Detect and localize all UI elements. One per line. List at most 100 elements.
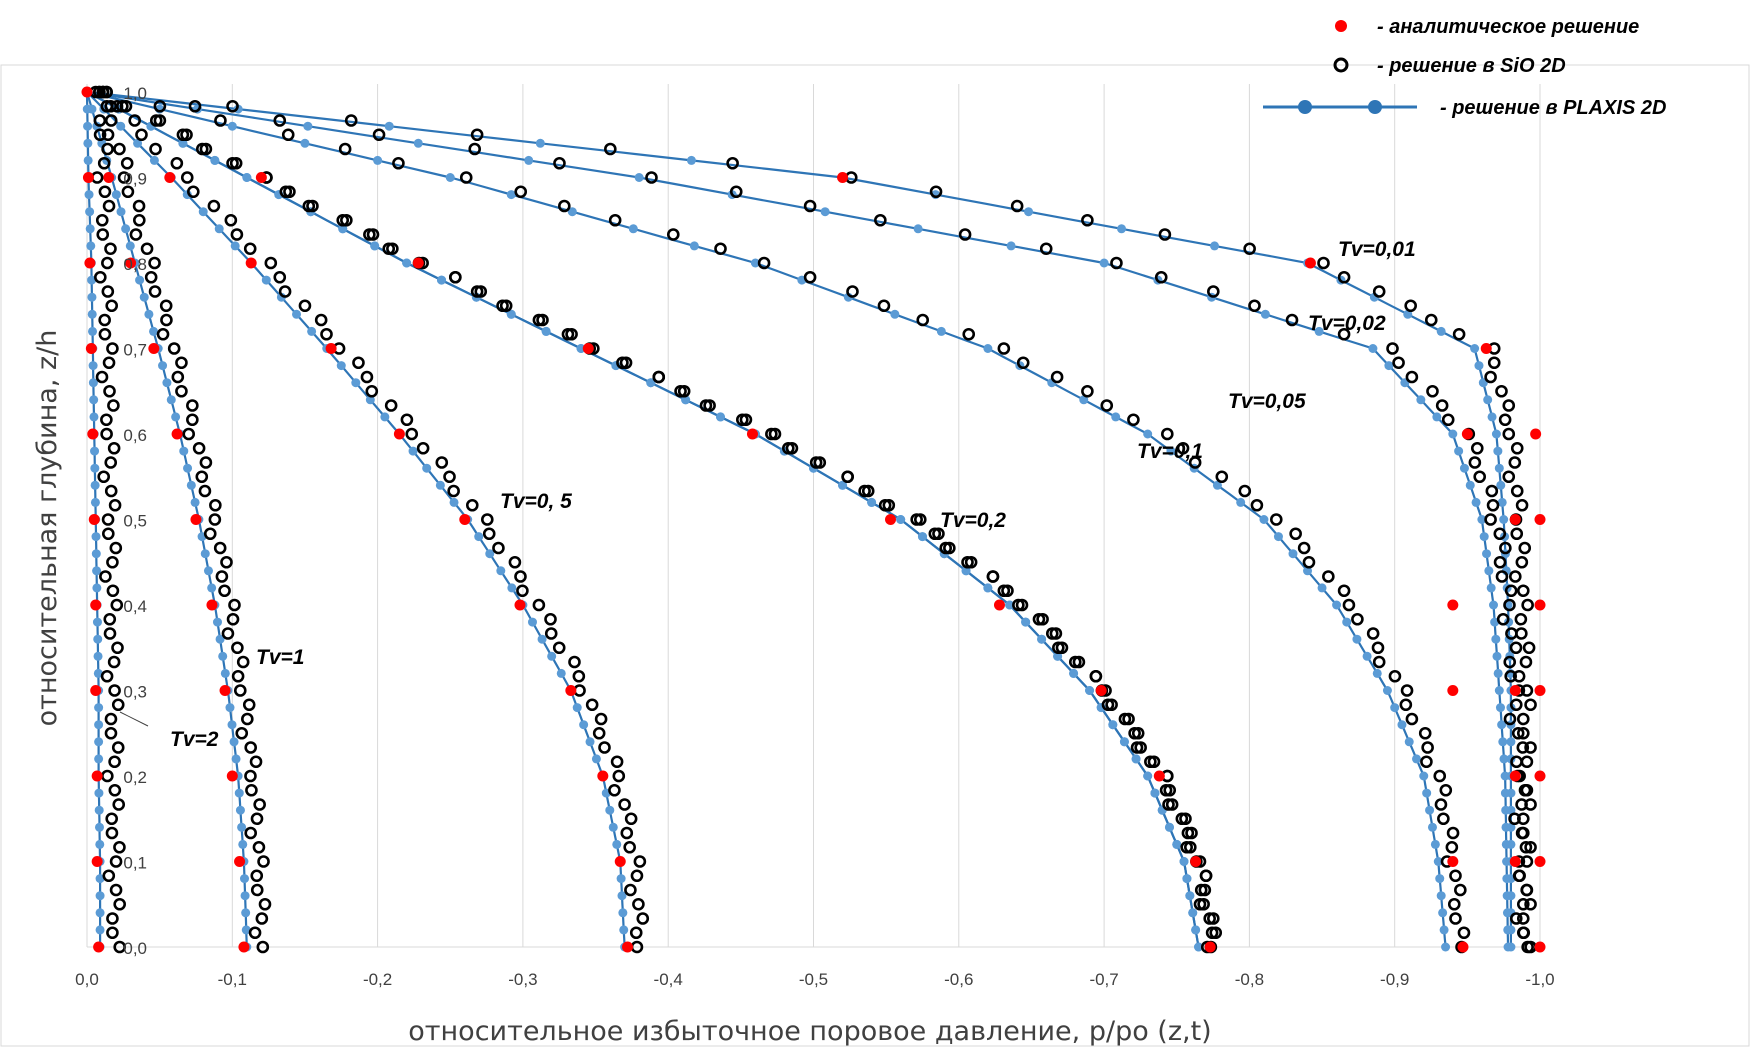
- plaxis-point: [240, 891, 250, 901]
- analytical-point: [91, 770, 103, 782]
- sio-point: [1424, 313, 1438, 327]
- plaxis-point: [1143, 771, 1153, 781]
- sio-point: [149, 142, 162, 156]
- sio-point: [1386, 342, 1399, 355]
- sio-point: [95, 370, 109, 384]
- sio-point: [245, 783, 258, 797]
- sio-point: [481, 513, 494, 526]
- sio-point: [846, 285, 859, 298]
- plaxis-point: [162, 378, 172, 388]
- sio-point: [468, 142, 482, 156]
- sio-point: [110, 598, 124, 612]
- plaxis-point: [1491, 634, 1501, 644]
- analytical-point: [1304, 257, 1316, 269]
- plaxis-point: [1404, 737, 1414, 747]
- sio-point: [148, 285, 162, 298]
- plaxis-point: [1506, 737, 1516, 747]
- sio-point: [1105, 698, 1118, 712]
- plaxis-point: [92, 566, 102, 576]
- plaxis-point: [1314, 326, 1324, 336]
- sio-point: [1439, 783, 1453, 797]
- sio-point: [1502, 427, 1516, 441]
- plaxis-point: [200, 549, 210, 559]
- sio-point: [594, 712, 608, 726]
- sio-point: [1473, 470, 1487, 484]
- analytical-point: [1534, 770, 1546, 782]
- plaxis-point: [220, 668, 230, 678]
- sio-point: [182, 427, 196, 441]
- plaxis-point: [111, 190, 121, 200]
- sio-point: [1468, 456, 1482, 469]
- sio-point: [1516, 726, 1530, 740]
- sio-point: [96, 228, 110, 241]
- plaxis-point: [234, 788, 244, 798]
- sio-point: [107, 399, 120, 412]
- sio-point: [117, 171, 131, 184]
- plaxis-point: [1411, 754, 1421, 764]
- plaxis-point: [524, 155, 534, 165]
- plaxis-point: [90, 480, 100, 490]
- plaxis-point: [445, 173, 455, 182]
- plaxis-point: [307, 326, 317, 336]
- plaxis-point: [1459, 463, 1469, 473]
- sio-point: [1400, 684, 1414, 697]
- x-tick-label: 0,0: [75, 970, 99, 989]
- sio-point: [782, 441, 795, 455]
- sio-point: [813, 456, 827, 469]
- sio-point: [144, 270, 158, 284]
- plaxis-point: [1422, 788, 1432, 798]
- plaxis-point: [1482, 549, 1492, 559]
- sio-point: [1165, 798, 1179, 811]
- analytical-point: [84, 257, 96, 269]
- sio-point: [103, 612, 117, 626]
- plaxis-point: [242, 173, 252, 182]
- sio-point: [1285, 313, 1299, 327]
- sio-point: [544, 627, 558, 640]
- sio-point: [1502, 399, 1516, 412]
- plaxis-point: [94, 754, 104, 764]
- sio-point: [465, 498, 479, 512]
- sio-point: [195, 142, 209, 156]
- plaxis-point: [95, 874, 105, 884]
- sio-point: [133, 213, 146, 227]
- sio-point: [236, 655, 250, 669]
- sio-point: [102, 869, 116, 883]
- series-label: Tv=0,1: [1137, 440, 1203, 463]
- plaxis-point: [380, 412, 390, 422]
- sio-point: [544, 612, 557, 626]
- sio-point: [1449, 869, 1462, 883]
- sio-point: [608, 783, 621, 797]
- sio-point: [198, 484, 212, 498]
- sio-point: [598, 741, 611, 754]
- plaxis-point: [178, 138, 188, 148]
- sio-point: [192, 441, 206, 455]
- plaxis-point: [435, 480, 445, 490]
- plaxis-point: [225, 703, 235, 713]
- sio-point: [1337, 270, 1351, 284]
- legend-sio-marker: [1333, 57, 1349, 73]
- plaxis-point: [1194, 942, 1204, 952]
- sio-point: [384, 399, 398, 412]
- plaxis-point: [1021, 617, 1031, 627]
- plaxis-point: [95, 925, 105, 935]
- plaxis-point: [750, 258, 760, 268]
- plaxis-point: [1006, 241, 1016, 251]
- plaxis-point: [961, 566, 971, 576]
- x-tick-label: -0,6: [944, 970, 973, 989]
- sio-point: [1509, 698, 1523, 712]
- plaxis-point: [1441, 942, 1451, 952]
- sio-point: [400, 413, 414, 427]
- analytical-point: [325, 343, 337, 354]
- plaxis-point: [139, 292, 149, 302]
- sio-point: [405, 427, 419, 441]
- plaxis-point: [94, 805, 104, 815]
- sio-point: [1516, 741, 1530, 754]
- analytical-point: [1457, 941, 1469, 953]
- sio-point: [344, 114, 358, 127]
- plaxis-point: [1085, 686, 1095, 695]
- series-label: Tv=2: [170, 728, 219, 751]
- sio-point: [997, 342, 1011, 355]
- sio-point: [1504, 669, 1517, 683]
- sio-point: [1392, 356, 1405, 370]
- sio-point: [1158, 228, 1172, 241]
